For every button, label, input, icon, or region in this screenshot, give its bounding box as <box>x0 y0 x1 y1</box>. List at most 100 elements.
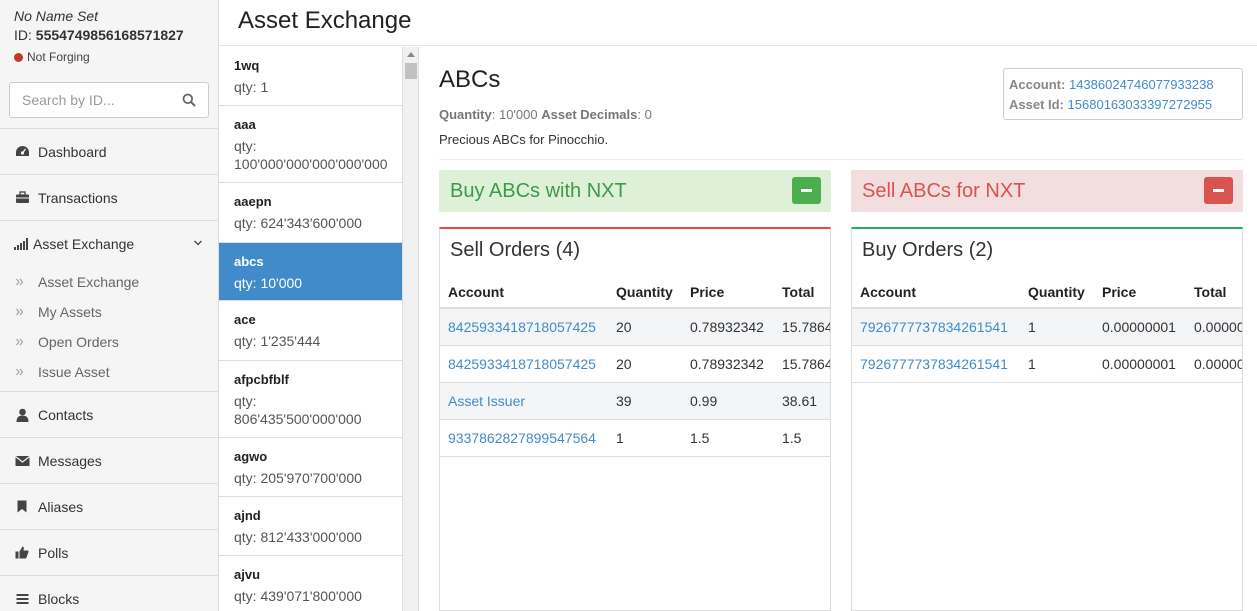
user-icon <box>14 407 30 423</box>
order-total: 0.00000 <box>1186 308 1242 346</box>
subnav-item-open-orders[interactable]: Open Orders <box>0 327 218 357</box>
order-total: 15.7864 <box>774 308 830 346</box>
order-price: 0.00000001 <box>1094 345 1186 383</box>
order-account-link[interactable]: 7926777737834261541 <box>852 345 1020 383</box>
asset-name: ace <box>234 312 256 327</box>
nav-label-dashboard: Dashboard <box>38 143 107 160</box>
order-total: 0.00000 <box>1186 345 1242 383</box>
nav-label-polls: Polls <box>38 544 69 561</box>
account-id-label: ID: <box>14 27 32 43</box>
subnav-item-issue-asset[interactable]: Issue Asset <box>0 357 218 387</box>
sell-orders-title: Sell Orders (4) <box>450 239 581 261</box>
order-account-link[interactable]: 7926777737834261541 <box>852 308 1020 346</box>
order-total: 1.5 <box>774 419 830 457</box>
account-id-line: ID: 5554749856168571827 <box>14 27 204 44</box>
buy-asset-label: Buy ABCs with NXT <box>450 179 627 202</box>
table-row: 8425933418718057425 20 0.78932342 15.786… <box>440 345 830 383</box>
forging-status-label: Not Forging <box>27 50 90 64</box>
nav-label-messages: Messages <box>38 452 102 469</box>
buy-toggle-button[interactable] <box>792 177 821 204</box>
sell-asset-panel[interactable]: Sell ABCs for NXT <box>851 170 1243 212</box>
asset-name: aaa <box>234 117 256 132</box>
asset-list-item[interactable]: ace qty: 1'235'444 <box>219 301 402 361</box>
subnav-item-my-assets[interactable]: My Assets <box>0 297 218 327</box>
asset-list-item[interactable]: ajnd qty: 812'433'000'000 <box>219 497 402 556</box>
order-quantity: 1 <box>608 419 682 457</box>
buy-orders-title: Buy Orders (2) <box>862 239 994 261</box>
order-price: 1.5 <box>682 419 774 457</box>
asset-exchange-submenu: Asset Exchange My Assets Open Orders Iss… <box>0 267 218 392</box>
asset-list: 1wq qty: 1 aaa qty: 100'000'000'000'000'… <box>219 47 419 611</box>
sell-orders-panel: Sell Orders (4) Account Quantity Price T… <box>439 227 831 611</box>
nav-item-aliases[interactable]: Aliases <box>0 484 218 530</box>
nav-item-messages[interactable]: Messages <box>0 438 218 484</box>
asset-quantity: qty: 10'000 <box>234 275 303 291</box>
buy-asset-panel[interactable]: Buy ABCs with NXT <box>439 170 831 212</box>
page-title: Asset Exchange <box>238 7 412 34</box>
asset-list-item[interactable]: 1wq qty: 1 <box>219 47 402 106</box>
decimals-label: Asset Decimals <box>541 107 638 122</box>
scroll-up-arrow-icon[interactable] <box>407 52 415 57</box>
asset-list-item[interactable]: agwo qty: 205'970'700'000 <box>219 438 402 497</box>
nav-item-dashboard[interactable]: Dashboard <box>0 129 218 175</box>
signal-bars-icon <box>14 236 28 252</box>
order-total: 38.61 <box>774 382 830 420</box>
nav-item-transactions[interactable]: Transactions <box>0 175 218 221</box>
order-quantity: 1 <box>1020 308 1094 346</box>
envelope-icon <box>14 453 30 469</box>
account-name[interactable]: No Name Set <box>14 8 99 24</box>
chevron-down-icon <box>194 240 202 246</box>
sidebar: No Name Set ID: 5554749856168571827 Not … <box>0 0 219 611</box>
asset-quantity: qty: 812'433'000'000 <box>234 529 362 545</box>
column-header-total: Total <box>1186 277 1242 309</box>
order-account-link[interactable]: 9337862827899547564 <box>440 419 608 457</box>
page-header: Asset Exchange <box>219 0 1257 46</box>
briefcase-icon <box>14 190 30 206</box>
asset-list-item-selected[interactable]: abcs qty: 10'000 <box>219 243 402 301</box>
asset-list-item[interactable]: aaepn qty: 624'343'600'000 <box>219 183 402 243</box>
asset-list-item[interactable]: ajvu qty: 439'071'800'000 <box>219 556 402 611</box>
asset-id-link[interactable]: 15680163033397272955 <box>1067 97 1213 112</box>
search-input[interactable] <box>10 83 208 117</box>
asset-name: afpcbfblf <box>234 372 289 387</box>
thumbs-up-icon <box>14 545 30 561</box>
column-header-account: Account <box>852 277 1020 309</box>
order-account-link[interactable]: 8425933418718057425 <box>440 308 608 346</box>
search-icon[interactable] <box>182 93 196 107</box>
asset-quantity: qty: 624'343'600'000 <box>234 215 362 231</box>
asset-name: ajvu <box>234 567 261 582</box>
forging-status[interactable]: Not Forging <box>14 50 204 64</box>
sell-orders-table: Account Quantity Price Total 84259334187… <box>440 277 830 457</box>
issuer-account-label: Account <box>1009 77 1061 92</box>
minus-icon <box>1213 189 1224 192</box>
nav-item-blocks[interactable]: Blocks <box>0 576 218 611</box>
column-header-price: Price <box>682 277 774 309</box>
asset-list-scrollbar[interactable] <box>402 47 418 611</box>
table-row: 8425933418718057425 20 0.78932342 15.786… <box>440 308 830 346</box>
asset-id-label: Asset Id <box>1009 97 1060 112</box>
order-price: 0.99 <box>682 382 774 420</box>
divider <box>439 159 1243 160</box>
column-header-account: Account <box>440 277 608 309</box>
double-chevron-right-icon <box>16 278 24 286</box>
order-account-link[interactable]: Asset Issuer <box>440 382 608 420</box>
asset-list-item[interactable]: afpcbfblf qty: 806'435'500'000'000 <box>219 361 402 438</box>
table-header-row: Account Quantity Price Total <box>440 277 830 309</box>
order-price: 0.00000001 <box>1094 308 1186 346</box>
issuer-account-link[interactable]: 14386024746077933238 <box>1068 77 1214 92</box>
order-account-link[interactable]: 8425933418718057425 <box>440 345 608 383</box>
nav-label-transactions: Transactions <box>38 189 118 206</box>
account-id[interactable]: 5554749856168571827 <box>35 27 184 43</box>
asset-quantity: qty: 1'235'444 <box>234 333 321 349</box>
sell-toggle-button[interactable] <box>1204 177 1233 204</box>
scrollbar-thumb[interactable] <box>405 63 417 79</box>
asset-list-item[interactable]: aaa qty: 100'000'000'000'000'000 <box>219 106 402 183</box>
subnav-label: Asset Exchange <box>38 274 140 290</box>
nav-item-contacts[interactable]: Contacts <box>0 392 218 438</box>
asset-quantity-value: 10'000 <box>498 107 538 122</box>
subnav-item-asset-exchange[interactable]: Asset Exchange <box>0 267 218 297</box>
nav-item-asset-exchange[interactable]: Asset Exchange <box>0 221 218 267</box>
search-box <box>9 82 209 118</box>
asset-quantity: qty: 205'970'700'000 <box>234 470 362 486</box>
nav-item-polls[interactable]: Polls <box>0 530 218 576</box>
